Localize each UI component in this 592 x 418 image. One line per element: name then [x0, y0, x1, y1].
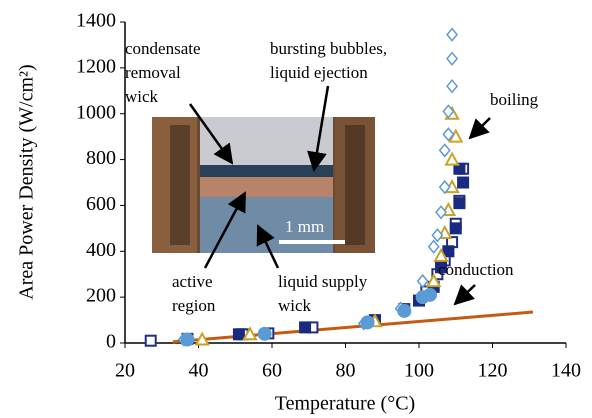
annotation: liquid ejection — [270, 63, 368, 82]
annotation: conduction — [438, 260, 514, 279]
y-tick-label: 800 — [86, 147, 116, 169]
y-tick-label: 0 — [106, 331, 116, 353]
diamond-marker — [446, 27, 459, 42]
x-tick-label: 80 — [336, 360, 356, 382]
x-tick-label: 100 — [404, 360, 434, 382]
circle-marker — [423, 287, 438, 302]
y-axis-title: Area Power Density (W/cm²) — [16, 64, 38, 299]
square-marker — [435, 261, 448, 274]
square-marker — [144, 334, 157, 347]
annotation: removal — [125, 63, 181, 82]
diamond-marker — [427, 239, 440, 254]
y-tick-label: 1200 — [76, 55, 116, 77]
annotation: liquid supply — [278, 272, 368, 291]
annotation: condensate — [125, 39, 201, 58]
diamond-marker — [431, 228, 444, 243]
y-tick-label: 600 — [86, 193, 116, 215]
annotation: region — [172, 296, 216, 315]
y-tick-label: 200 — [86, 285, 116, 307]
triangle-marker — [433, 247, 449, 262]
x-tick-label: 140 — [551, 360, 581, 382]
diamond-marker — [435, 205, 448, 220]
diamond-marker — [446, 51, 459, 66]
triangle-marker — [242, 326, 258, 341]
y-tick-label: 400 — [86, 239, 116, 261]
annotation: 1 mm — [285, 217, 324, 236]
diamond-marker — [438, 179, 451, 195]
square-marker — [299, 321, 312, 334]
y-tick-label: 1400 — [76, 10, 116, 32]
diamond-marker — [416, 273, 429, 289]
photo-inset — [152, 117, 375, 253]
square-marker — [232, 328, 245, 341]
circle-marker — [180, 332, 195, 347]
x-tick-label: 40 — [189, 360, 209, 382]
y-tick-label: 1000 — [76, 101, 116, 123]
annotation: bursting bubbles, — [270, 39, 387, 58]
conduction-line — [172, 310, 534, 344]
arrows — [188, 85, 491, 306]
x-tick-label: 60 — [262, 360, 282, 382]
square-marker — [453, 162, 466, 175]
diamond-marker — [442, 127, 455, 142]
annotation: wick — [125, 87, 159, 106]
x-tick-label: 120 — [478, 360, 508, 382]
triangle-marker — [194, 331, 210, 346]
circle-marker — [360, 315, 375, 330]
triangle-marker — [444, 151, 460, 166]
x-tick-label: 20 — [115, 360, 135, 382]
diamond-marker — [442, 104, 455, 119]
square-marker — [457, 176, 470, 189]
annotation: active — [172, 272, 213, 291]
square-marker — [453, 197, 466, 210]
circle-marker — [257, 326, 272, 341]
annotation: boiling — [490, 90, 539, 109]
triangle-marker — [426, 273, 442, 288]
circle-marker — [397, 303, 412, 318]
x-axis-title: Temperature (°C) — [275, 393, 415, 415]
square-marker — [449, 222, 462, 235]
annotation: wick — [278, 296, 312, 315]
square-marker — [442, 245, 455, 258]
diamond-marker — [446, 79, 459, 94]
diamond-marker — [438, 143, 451, 158]
